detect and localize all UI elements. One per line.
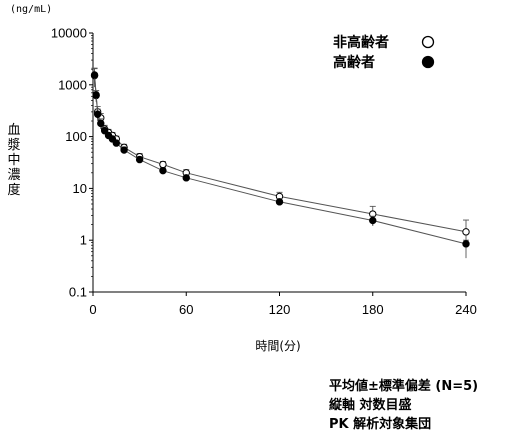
series-line [94,74,467,245]
note-population: PK 解析対象集団 [329,417,432,432]
data-point [120,146,128,154]
note-log-scale: 縦軸 対数目盛 [329,398,412,413]
y-tick-label: 1 [80,233,87,248]
y-axis-label-char: 血 [7,123,20,138]
x-ticks: 0 60 120 180 240 [89,292,477,317]
data-point [90,71,99,79]
unit-label: (ng/mL) [10,4,52,15]
y-tick-label: 100 [65,129,87,144]
y-tick-label: 10000 [51,26,87,41]
legend-label-0: 非高齢者 [333,34,389,51]
y-axis-label-char: 中 [7,153,20,168]
data-point [275,198,284,206]
series-layer [90,67,470,259]
x-axis-label: 時間(分) [255,339,300,353]
y-tick-label: 1000 [58,77,87,92]
data-point [182,174,190,182]
y-ticks: 10000 1000 100 10 1 0.1 [51,26,93,300]
data-point [462,240,470,248]
y-axis-label-char: 度 [7,182,20,198]
y-tick-label: 10 [73,181,87,196]
x-tick-label: 0 [89,302,96,317]
data-point [159,166,167,175]
x-tick-label: 120 [269,302,291,317]
note-mean-sd: 平均値±標準偏差 (N=5) [329,379,479,394]
x-tick-label: 180 [362,302,384,317]
axes [92,33,466,293]
data-point [135,155,144,164]
x-tick-label: 240 [455,302,477,317]
data-point [462,228,470,236]
data-point [159,160,167,169]
legend-marker-filled-circle [421,55,435,69]
data-point [97,119,105,128]
data-point [100,126,109,135]
legend-label-1: 高齢者 [333,54,375,71]
y-axis-label-char: 漿 [7,138,20,153]
legend: 非高齢者 高齢者 [333,34,435,71]
series-1 [90,68,470,249]
data-point [92,91,100,99]
y-axis-label-char: 濃 [7,168,20,183]
data-point [112,139,121,147]
data-point [369,216,377,225]
legend-marker-open-circle [421,35,435,49]
x-tick-label: 60 [179,302,193,317]
y-tick-label: 0.1 [69,285,87,300]
data-point [93,110,102,118]
series-line [94,75,467,233]
